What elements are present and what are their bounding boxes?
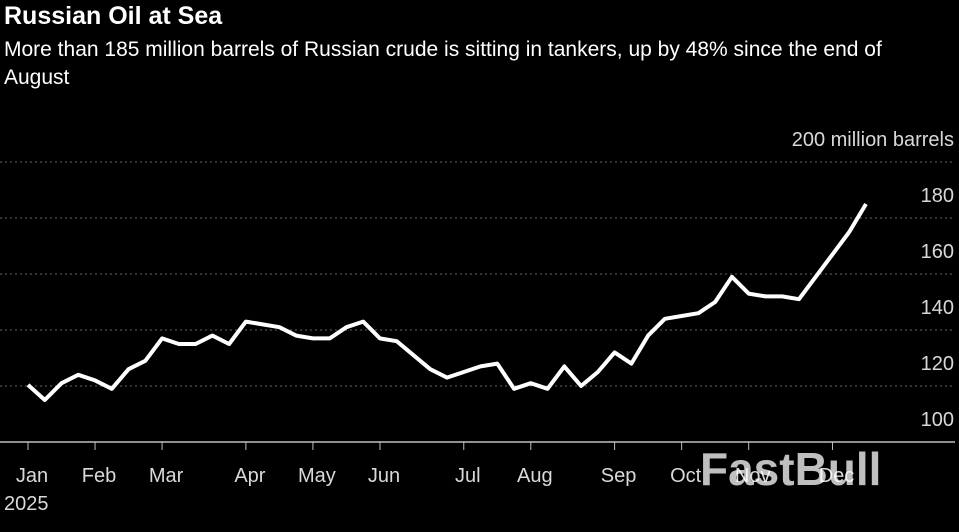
x-tick-label: Feb: [82, 465, 116, 487]
line: [26, 202, 868, 402]
y-tick-label: 120: [921, 353, 954, 375]
y-tick-label: 200 million barrels: [792, 129, 954, 151]
x-tick-label: Sep: [601, 465, 637, 487]
y-tick-label: 140: [921, 297, 954, 319]
x-tick-label: Mar: [149, 465, 184, 487]
x-tick-label: Jul: [455, 465, 481, 487]
x-tick-label: Jan: [16, 465, 48, 487]
x-tick-label: Jun: [368, 465, 400, 487]
x-tick-label: Dec: [819, 465, 855, 487]
x-tick-label: May: [298, 465, 336, 487]
x-tick-label: Aug: [517, 465, 553, 487]
x-tick-label: Apr: [234, 465, 265, 487]
year-label: 2025: [4, 493, 49, 515]
x-tick-label: Nov: [735, 465, 771, 487]
y-tick-label: 160: [921, 241, 954, 263]
y-tick-label: 100: [921, 409, 954, 431]
y-tick-label: 180: [921, 185, 954, 207]
chart-title: Russian Oil at Sea: [4, 2, 223, 30]
chart-subtitle: More than 185 million barrels of Russian…: [4, 38, 882, 89]
x-tick-label: Oct: [670, 465, 702, 487]
watermark: FastBull: [700, 443, 881, 495]
